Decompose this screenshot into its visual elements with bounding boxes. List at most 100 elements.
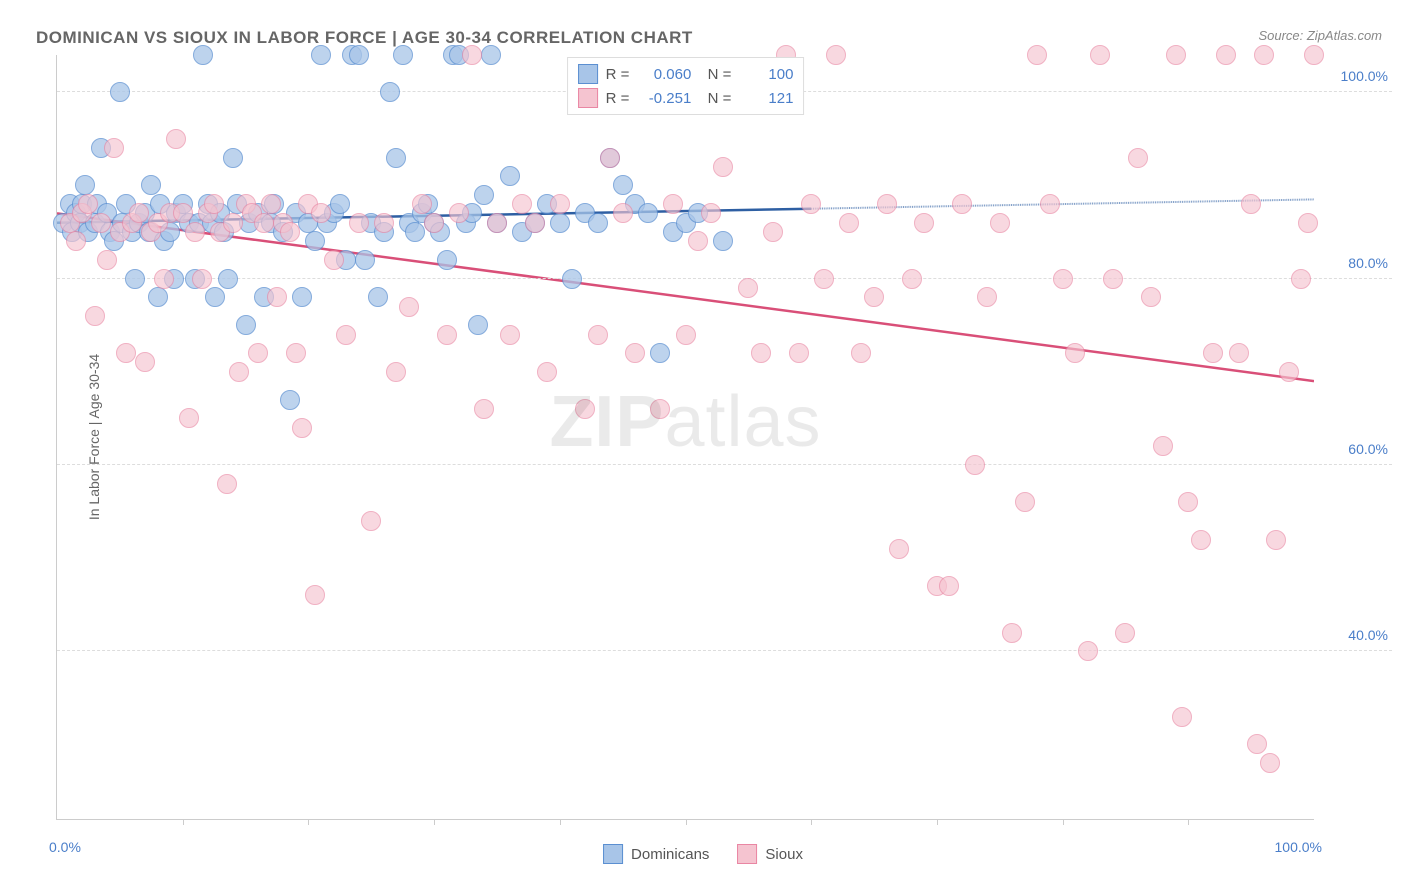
scatter-point: [613, 203, 633, 223]
scatter-point: [349, 45, 369, 65]
scatter-point: [663, 194, 683, 214]
scatter-point: [193, 45, 213, 65]
scatter-point: [525, 213, 545, 233]
scatter-point: [368, 287, 388, 307]
scatter-point: [424, 213, 444, 233]
scatter-point: [613, 175, 633, 195]
scatter-point: [248, 343, 268, 363]
scatter-point: [487, 213, 507, 233]
x-tick: [1188, 819, 1189, 825]
scatter-point: [826, 45, 846, 65]
scatter-point: [223, 148, 243, 168]
y-axis-title: In Labor Force | Age 30-34: [86, 354, 102, 520]
watermark: ZIPatlas: [549, 381, 821, 463]
legend-r-value: -0.251: [637, 90, 691, 107]
scatter-point: [1040, 194, 1060, 214]
legend-n-label: N =: [699, 90, 731, 107]
legend-stats-box: R =0.060 N =100R =-0.251 N =121: [567, 57, 805, 115]
legend-swatch: [578, 88, 598, 108]
scatter-point: [1115, 623, 1135, 643]
scatter-point: [292, 287, 312, 307]
y-tick-label: 40.0%: [1322, 627, 1392, 643]
gridline-h: [57, 650, 1392, 651]
scatter-point: [468, 315, 488, 335]
scatter-point: [914, 213, 934, 233]
scatter-point: [512, 194, 532, 214]
scatter-point: [1291, 269, 1311, 289]
scatter-point: [125, 269, 145, 289]
scatter-point: [625, 343, 645, 363]
scatter-point: [713, 231, 733, 251]
scatter-point: [405, 222, 425, 242]
scatter-point: [474, 399, 494, 419]
scatter-point: [437, 250, 457, 270]
scatter-point: [562, 269, 582, 289]
trend-lines: [57, 55, 1314, 819]
scatter-point: [877, 194, 897, 214]
scatter-point: [1166, 45, 1186, 65]
scatter-point: [1216, 45, 1236, 65]
scatter-point: [393, 45, 413, 65]
scatter-point: [537, 362, 557, 382]
scatter-point: [236, 315, 256, 335]
scatter-point: [1027, 45, 1047, 65]
scatter-point: [1053, 269, 1073, 289]
scatter-point: [638, 203, 658, 223]
scatter-point: [280, 390, 300, 410]
chart-container: DOMINICAN VS SIOUX IN LABOR FORCE | AGE …: [0, 0, 1406, 892]
scatter-point: [902, 269, 922, 289]
y-tick-label: 80.0%: [1322, 255, 1392, 271]
scatter-point: [267, 287, 287, 307]
legend-swatch: [603, 844, 623, 864]
scatter-point: [1065, 343, 1085, 363]
legend-r-label: R =: [606, 66, 630, 83]
scatter-point: [1078, 641, 1098, 661]
x-axis-min-label: 0.0%: [49, 839, 81, 855]
scatter-point: [1254, 45, 1274, 65]
scatter-point: [1203, 343, 1223, 363]
legend-r-label: R =: [606, 90, 630, 107]
scatter-point: [1103, 269, 1123, 289]
y-tick-label: 60.0%: [1322, 441, 1392, 457]
legend-item: Sioux: [737, 844, 803, 864]
scatter-point: [311, 45, 331, 65]
scatter-point: [361, 511, 381, 531]
scatter-point: [204, 194, 224, 214]
scatter-point: [575, 399, 595, 419]
scatter-point: [751, 343, 771, 363]
scatter-point: [205, 287, 225, 307]
scatter-point: [1266, 530, 1286, 550]
scatter-point: [650, 399, 670, 419]
scatter-point: [1153, 436, 1173, 456]
scatter-point: [1141, 287, 1161, 307]
scatter-point: [789, 343, 809, 363]
legend-swatch: [578, 64, 598, 84]
scatter-point: [110, 82, 130, 102]
scatter-point: [701, 203, 721, 223]
scatter-point: [229, 362, 249, 382]
scatter-point: [185, 222, 205, 242]
legend-swatch: [737, 844, 757, 864]
x-axis-max-label: 100.0%: [1275, 839, 1322, 855]
scatter-point: [336, 325, 356, 345]
scatter-point: [166, 129, 186, 149]
legend-stats-row: R =0.060 N =100: [578, 62, 794, 86]
plot-area: In Labor Force | Age 30-34 R =0.060 N =1…: [56, 55, 1314, 820]
scatter-point: [481, 45, 501, 65]
scatter-point: [286, 343, 306, 363]
scatter-point: [1298, 213, 1318, 233]
scatter-point: [1002, 623, 1022, 643]
scatter-point: [977, 287, 997, 307]
scatter-point: [218, 269, 238, 289]
scatter-point: [355, 250, 375, 270]
scatter-point: [292, 418, 312, 438]
scatter-point: [1172, 707, 1192, 727]
scatter-point: [600, 148, 620, 168]
scatter-point: [650, 343, 670, 363]
scatter-point: [1229, 343, 1249, 363]
scatter-point: [1260, 753, 1280, 773]
scatter-point: [839, 213, 859, 233]
scatter-point: [135, 352, 155, 372]
scatter-point: [814, 269, 834, 289]
scatter-point: [1090, 45, 1110, 65]
